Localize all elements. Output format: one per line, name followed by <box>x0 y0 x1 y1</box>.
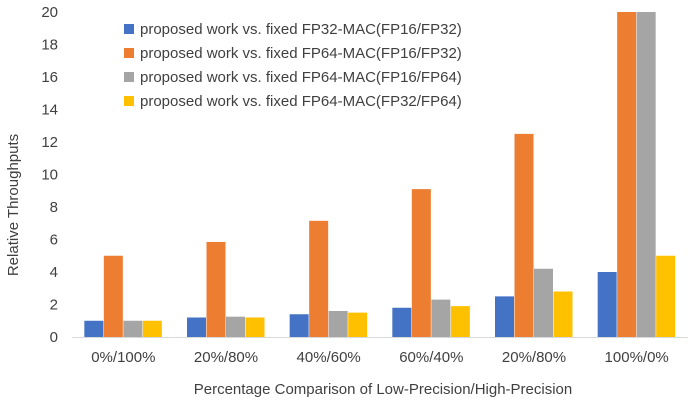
y-tick-label: 10 <box>41 167 58 184</box>
plot-area <box>84 12 676 337</box>
bar-series-1-4 <box>392 307 412 337</box>
bar-series-3-5 <box>534 268 553 337</box>
y-tick-label: 2 <box>50 297 58 314</box>
legend-swatch <box>124 96 134 106</box>
bar-series-1-2 <box>187 317 206 337</box>
y-axis-title: Relative Throughputs <box>5 134 22 276</box>
bar-series-3-1 <box>123 320 143 337</box>
legend-label: proposed work vs. fixed FP64-MAC(FP32/FP… <box>140 93 462 110</box>
bar-series-3-3 <box>328 311 348 337</box>
y-tick-label: 18 <box>41 37 58 54</box>
y-tick-label: 0 <box>50 329 58 346</box>
y-tick-label: 6 <box>50 232 58 249</box>
x-tick-label: 20%/80% <box>502 349 566 366</box>
legend-swatch <box>124 48 134 58</box>
legend-swatch <box>124 72 134 82</box>
y-tick-label: 4 <box>50 264 58 281</box>
y-tick-label: 20 <box>41 4 58 21</box>
x-tick-label: 40%/60% <box>297 349 361 366</box>
bar-series-2-4 <box>411 189 431 337</box>
bar-series-3-6 <box>636 12 656 337</box>
bar-series-4-3 <box>348 312 368 337</box>
x-axis: 0%/100% 20%/80% 40%/60% 60%/40% 20%/80% 100%/… <box>72 337 688 366</box>
bar-series-1-1 <box>84 320 104 337</box>
bar-series-4-2 <box>245 317 265 337</box>
bar-series-2-2 <box>206 241 226 337</box>
bar-series-1-5 <box>495 296 514 337</box>
y-tick-label: 12 <box>41 134 58 151</box>
bar-series-2-5 <box>514 133 534 337</box>
x-tick-label: 60%/40% <box>399 349 463 366</box>
y-tick-label: 14 <box>41 102 58 119</box>
legend-label: proposed work vs. fixed FP64-MAC(FP16/FP… <box>140 45 462 62</box>
bar-series-3-4 <box>431 299 451 337</box>
x-axis-title: Percentage Comparison of Low-Precision/H… <box>194 381 573 398</box>
bar-series-4-5 <box>553 291 573 337</box>
legend-label: proposed work vs. fixed FP64-MAC(FP16/FP… <box>140 69 462 86</box>
bar-series-3-2 <box>226 316 245 337</box>
bar-series-2-6 <box>617 12 637 337</box>
bar-series-4-4 <box>450 306 470 337</box>
legend-swatch <box>124 24 134 34</box>
x-tick-label: 100%/0% <box>605 349 669 366</box>
bar-series-2-3 <box>309 220 329 337</box>
bar-series-1-3 <box>289 314 309 337</box>
bar-series-4-6 <box>656 255 676 337</box>
legend: proposed work vs. fixed FP32-MAC(FP16/FP… <box>124 21 462 110</box>
legend-label: proposed work vs. fixed FP32-MAC(FP16/FP… <box>140 21 462 38</box>
bar-series-1-6 <box>597 272 617 337</box>
y-tick-label: 8 <box>50 199 58 216</box>
y-tick-label: 16 <box>41 69 58 86</box>
bar-series-2-1 <box>103 255 123 337</box>
bar-series-4-1 <box>142 320 162 337</box>
x-tick-label: 0%/100% <box>91 349 155 366</box>
x-tick-label: 20%/80% <box>194 349 258 366</box>
y-axis: 0 2 4 6 8 10 12 14 16 18 20 <box>41 4 58 346</box>
